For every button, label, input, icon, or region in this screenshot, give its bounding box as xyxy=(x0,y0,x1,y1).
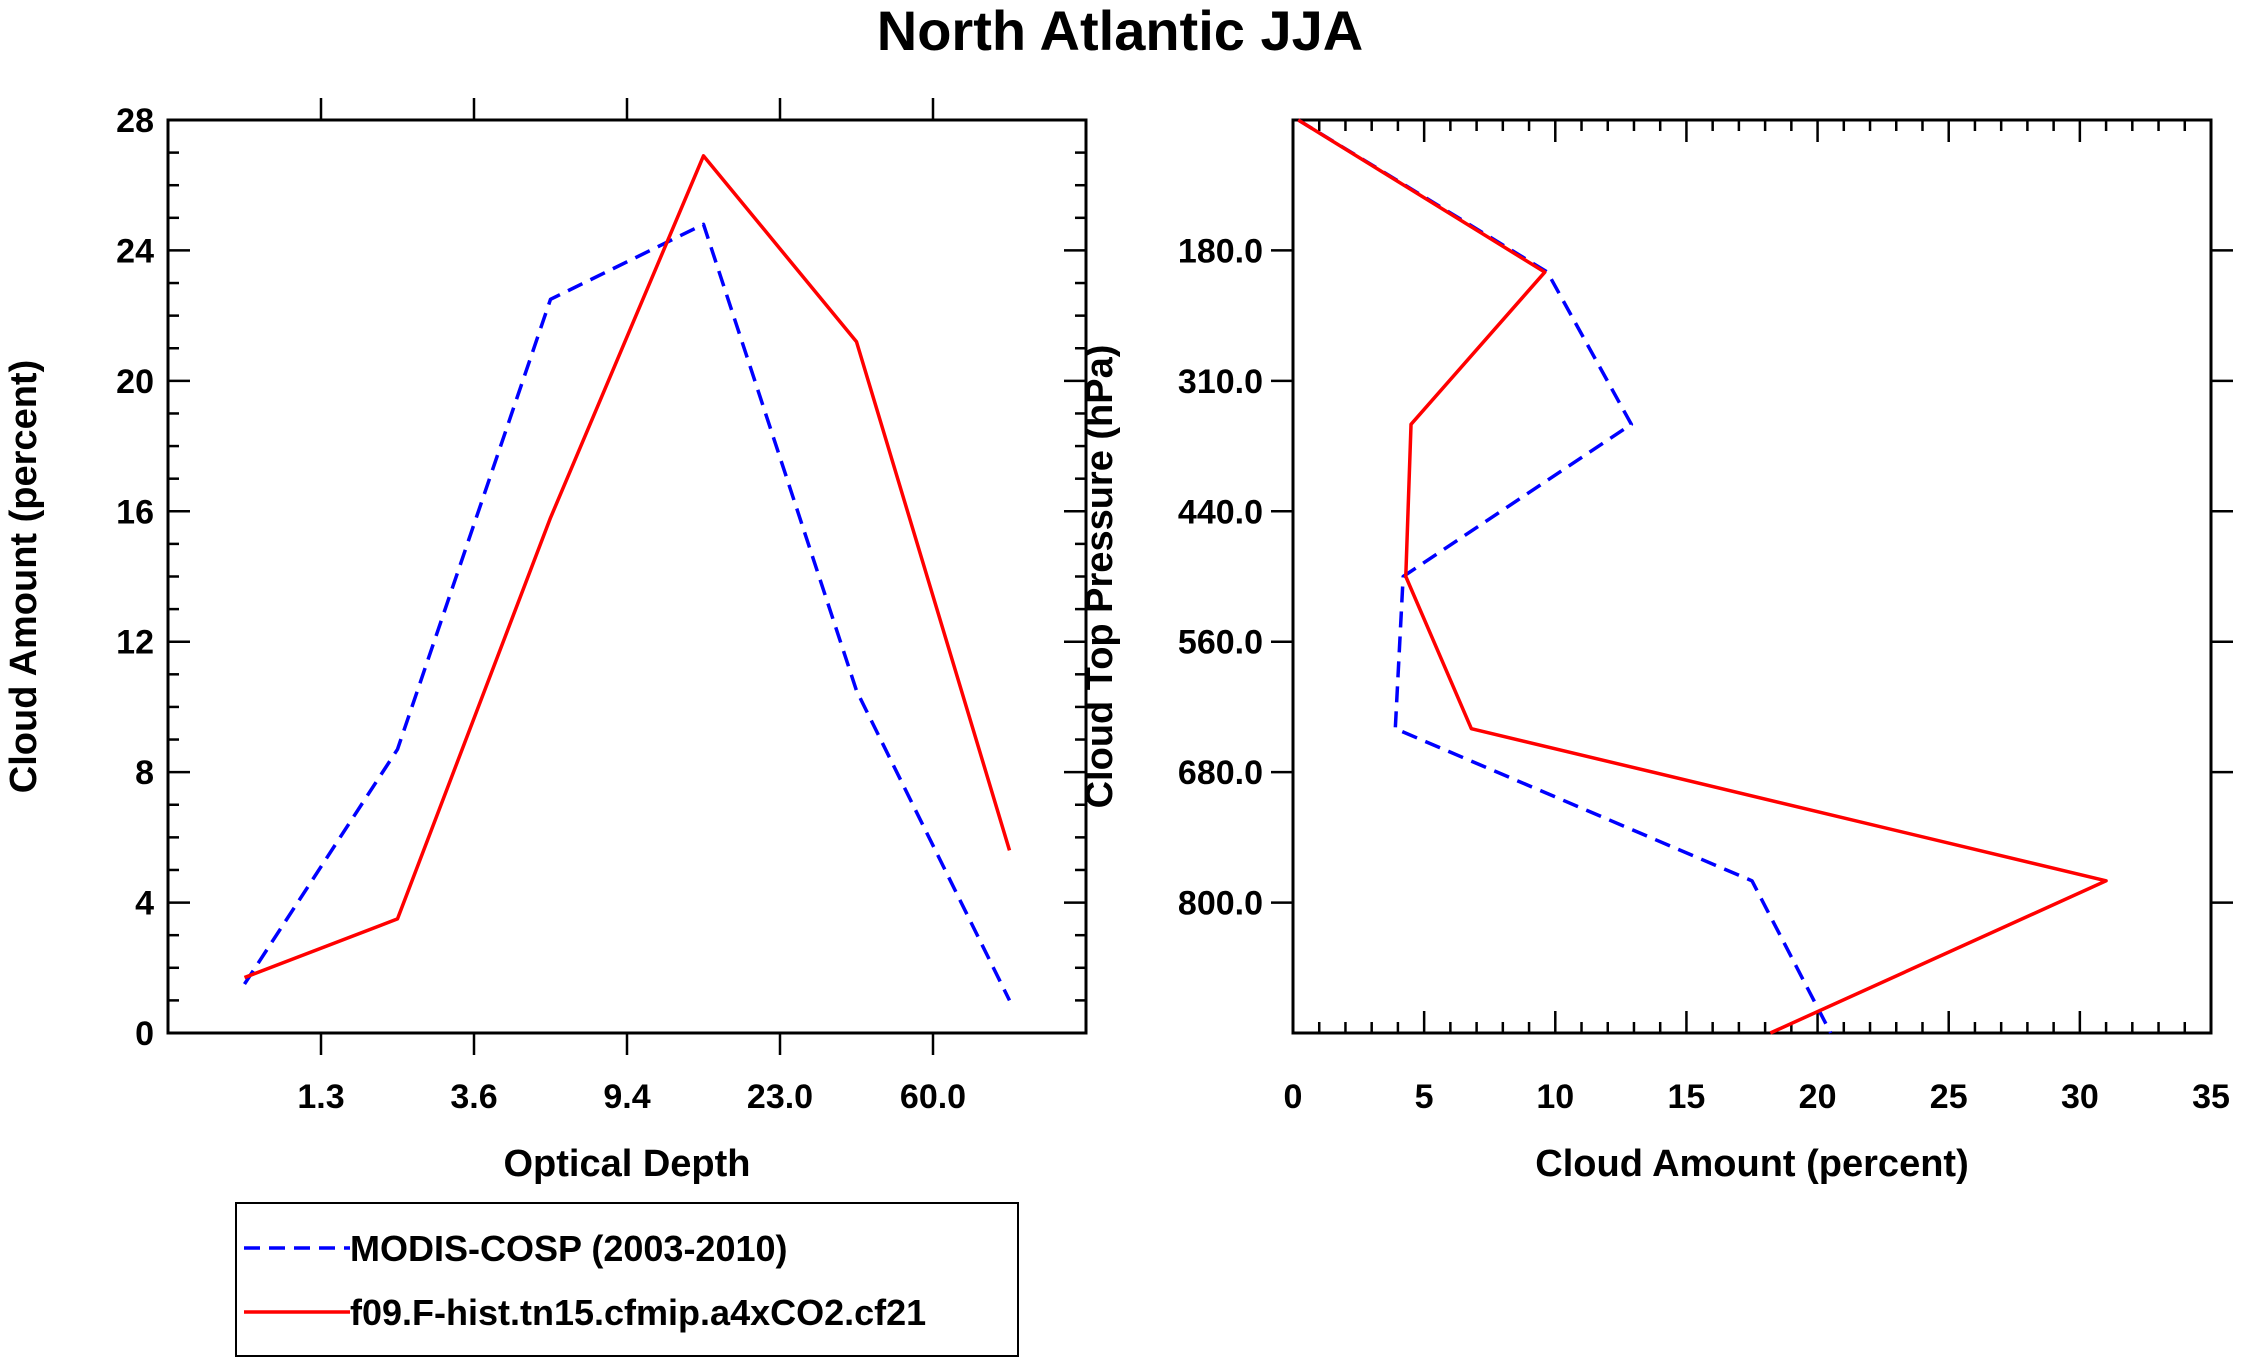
figure-title: North Atlantic JJA xyxy=(877,0,1363,62)
series-line-1 xyxy=(1297,118,2108,1035)
y-tick-label: 20 xyxy=(116,363,154,401)
x-tick-label: 20 xyxy=(1799,1078,1837,1116)
x-axis-label: Cloud Amount (percent) xyxy=(1535,1143,1968,1185)
y-tick-label: 28 xyxy=(116,102,154,140)
left-plot-frame xyxy=(166,118,1088,1035)
x-tick-label: 0 xyxy=(1284,1078,1303,1116)
y-tick-label: 560.0 xyxy=(1178,624,1263,662)
y-tick-label: 8 xyxy=(135,754,154,792)
series-line-1 xyxy=(243,154,1012,980)
y-tick-label: 440.0 xyxy=(1178,493,1263,531)
y-tick-label: 680.0 xyxy=(1178,754,1263,792)
x-tick-label: 3.6 xyxy=(450,1078,497,1116)
x-tick-label: 10 xyxy=(1536,1078,1574,1116)
cloud-top-pressure-plot: 0 5 10 15 20 25 30 35 180.0 310.0 440.0 560.0 680.0 8… xyxy=(1079,118,2233,1185)
y-tick-label: 800.0 xyxy=(1178,885,1263,923)
legend-box xyxy=(235,1202,1019,1357)
y-tick-label: 180.0 xyxy=(1178,232,1263,270)
x-tick-label: 23.0 xyxy=(747,1078,813,1116)
x-tick-label: 25 xyxy=(1930,1078,1968,1116)
optical-depth-plot: 0 4 8 12 16 20 24 28 1.3 3.6 9.4 23.0 60.0 Optical De… xyxy=(3,98,1088,1185)
x-tick-label: 30 xyxy=(2061,1078,2099,1116)
y-tick-label: 310.0 xyxy=(1178,363,1263,401)
y-tick-label: 16 xyxy=(116,493,154,531)
y-tick-label: 24 xyxy=(116,232,154,270)
series-line-0 xyxy=(1297,118,1833,1034)
x-tick-label: 60.0 xyxy=(900,1078,966,1116)
x-tick-label: 1.3 xyxy=(297,1078,344,1116)
x-tick-label: 35 xyxy=(2192,1078,2230,1116)
x-tick-label: 9.4 xyxy=(603,1078,650,1116)
y-tick-label: 4 xyxy=(135,885,154,923)
series-line-0 xyxy=(243,222,1012,1002)
x-axis-label: Optical Depth xyxy=(503,1143,750,1185)
legend: MODIS-COSP (2003-2010) f09.F-hist.tn15.c… xyxy=(235,1202,1019,1357)
right-plot-frame xyxy=(1291,118,2213,1035)
legend-label-modis: MODIS-COSP (2003-2010) xyxy=(350,1228,788,1269)
x-tick-label: 15 xyxy=(1668,1078,1706,1116)
y-axis-label: Cloud Top Pressure (hPa) xyxy=(1079,345,1121,809)
y-axis-label: Cloud Amount (percent) xyxy=(3,360,45,793)
y-tick-label: 12 xyxy=(116,624,154,662)
x-tick-label: 5 xyxy=(1415,1078,1434,1116)
legend-label-model: f09.F-hist.tn15.cfmip.a4xCO2.cf21 xyxy=(350,1292,926,1333)
y-tick-label: 0 xyxy=(135,1015,154,1053)
